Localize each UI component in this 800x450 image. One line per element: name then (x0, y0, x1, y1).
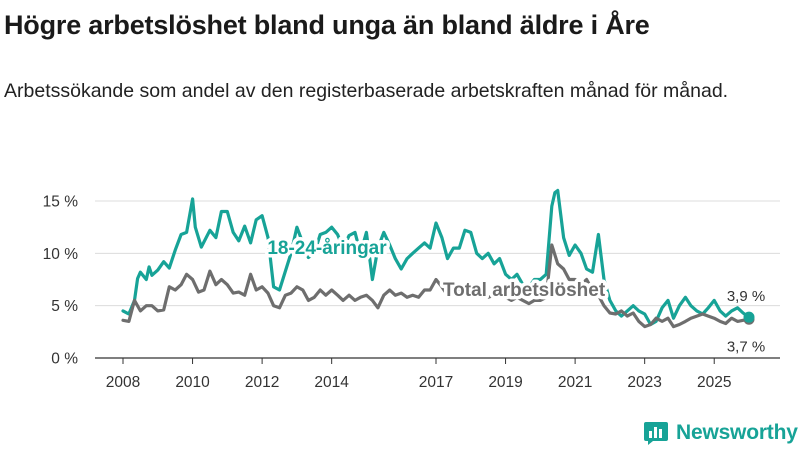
youth-end-marker (743, 311, 755, 323)
x-tick-label-2023: 2023 (627, 374, 661, 391)
y-tick-label-5: 5 % (51, 298, 78, 315)
brand-name: Newsworthy (676, 421, 798, 444)
y-axis-tick-labels: 0 % 5 % 10 % 15 % (43, 194, 79, 368)
youth-series-line (121, 188, 751, 327)
youth-series-label: 18-24-åringar (267, 238, 387, 259)
youth-end-value-label: 3,9 % (727, 288, 765, 305)
x-axis-ticks: 2008 2010 2012 2014 2017 2019 2021 2023 2025 (106, 358, 731, 391)
total-end-value-label: 3,7 % (727, 338, 765, 355)
chart-subtitle: Arbetssökande som andel av den registerb… (4, 80, 729, 102)
x-tick-label-2014: 2014 (314, 374, 349, 391)
y-tick-label-0: 0 % (51, 351, 78, 368)
x-tick-label-2019: 2019 (488, 374, 522, 391)
y-tick-label-10: 10 % (43, 246, 79, 263)
x-tick-label-2025: 2025 (697, 374, 731, 391)
total-series-label: Total arbetslöshet (443, 280, 606, 301)
x-tick-label-2017: 2017 (419, 374, 453, 391)
series-labels: 18-24-åringar Total arbetslöshet (264, 235, 610, 305)
total-series-line (121, 243, 751, 329)
x-tick-label-2021: 2021 (558, 374, 592, 391)
end-markers: 3,9 % 3,7 % (725, 286, 767, 357)
series-lines (121, 188, 751, 329)
newsworthy-logo: Newsworthy (643, 418, 798, 448)
newsworthy-bar-chart-icon (644, 422, 668, 445)
y-tick-label-15: 15 % (43, 194, 79, 211)
chart-title: Högre arbetslöshet bland unga än bland ä… (4, 10, 650, 40)
x-tick-label-2008: 2008 (106, 374, 140, 391)
x-tick-label-2012: 2012 (245, 374, 279, 391)
x-tick-label-2010: 2010 (175, 374, 210, 391)
